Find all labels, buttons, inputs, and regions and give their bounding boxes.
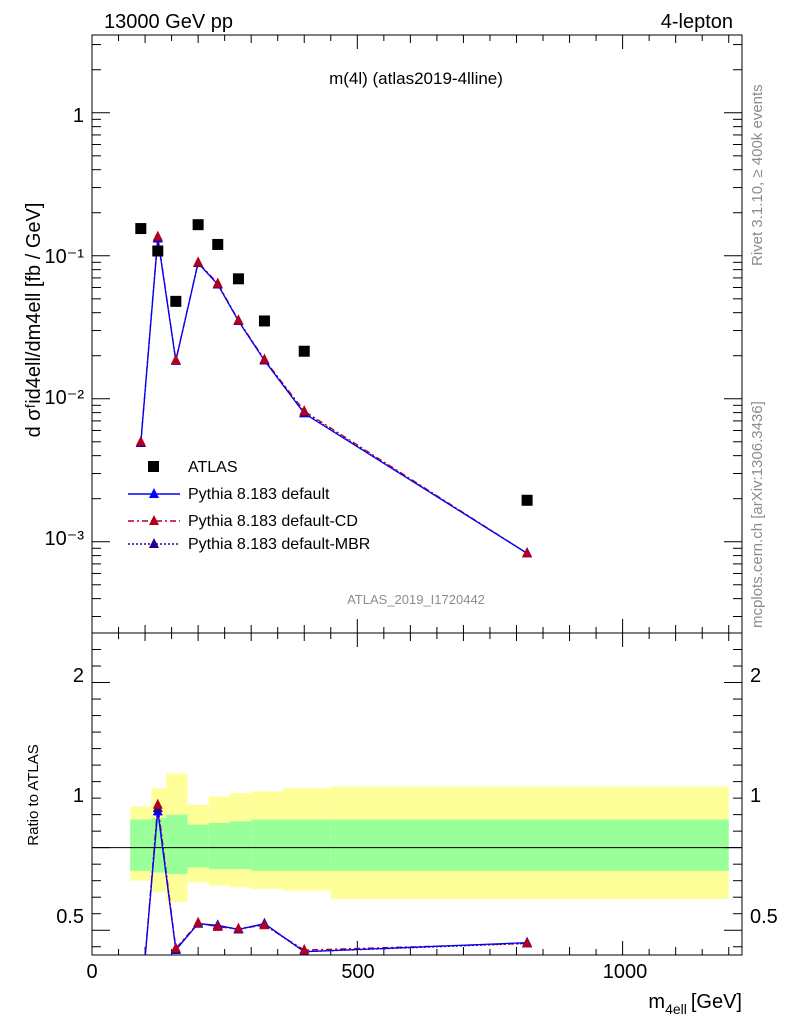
ratio-tick-label-1-right: 1: [750, 785, 761, 807]
y-tick-label-1e-3: 10⁻³: [45, 528, 85, 550]
header-channel: 4-lepton: [661, 11, 733, 33]
ratio-marker-cd-8: [522, 937, 533, 948]
atlas-point-5: [232, 273, 244, 285]
atlas-point-0: [135, 223, 147, 235]
ratio-tick-label-0.5-right: 0.5: [750, 906, 778, 928]
atlas-point-2: [170, 295, 182, 307]
header-energy: 13000 GeV pp: [104, 11, 233, 33]
main-marker-cd-0: [135, 435, 146, 446]
legend-cd-label: Pythia 8.183 default-CD: [188, 513, 358, 530]
ratio-plot-frame: [91, 632, 743, 956]
band-inner-5: [229, 821, 252, 870]
y-tick-labels-main: 10⁻³ 10⁻² 10⁻¹ 1: [45, 105, 85, 550]
atlas-data-points: [135, 219, 533, 506]
ratio-marker-cd-5: [233, 922, 244, 933]
mc-curves-main: [135, 230, 533, 558]
atlas-point-1: [152, 245, 164, 257]
legend-mbr-label: Pythia 8.183 default-MBR: [188, 536, 370, 553]
x-axis-label-sub: 4ell: [665, 1001, 687, 1017]
ratio-curves-clipped: [144, 798, 533, 955]
ratio-marker-cd-2: [170, 942, 181, 953]
atlas-point-4: [212, 238, 224, 250]
legend-default-marker: [149, 488, 159, 498]
mcplots-label: mcplots.cern.ch [arXiv:1306.3436]: [749, 401, 766, 628]
ratio-tick-label-2-right: 2: [750, 665, 761, 687]
legend-mbr-marker: [149, 538, 159, 548]
rivet-label: Rivet 3.1.10, ≥ 400k events: [749, 84, 766, 266]
x-axis-label-main: m: [648, 991, 665, 1013]
x-tick-labels: 0 500 1000: [86, 961, 647, 983]
atlas-point-6: [258, 315, 270, 327]
main-marker-cd-7: [299, 405, 310, 416]
x-tick-label-0: 0: [86, 961, 97, 983]
axis-ticks: [91, 35, 742, 955]
main-marker-cd-1: [152, 230, 163, 241]
ratio-marker-cd-6: [259, 919, 270, 930]
main-marker-cd-6: [259, 353, 270, 364]
x-tick-label-500: 500: [341, 961, 374, 983]
ratio-uncertainty-bands: [92, 773, 742, 903]
legend-cd-marker: [149, 515, 159, 525]
main-marker-cd-5: [233, 314, 244, 325]
ratio-marker-cd-3: [193, 916, 204, 927]
main-marker-cd-2: [170, 354, 181, 365]
main-marker-cd-3: [193, 256, 204, 267]
legend-atlas-label: ATLAS: [188, 459, 238, 476]
ratio-marker-cd-7: [299, 944, 310, 955]
legend-atlas-marker: [148, 461, 159, 472]
atlas-point-8: [521, 494, 533, 506]
ratio-tick-label-1-left: 1: [73, 785, 84, 807]
band-inner-8: [330, 819, 729, 871]
atlas-point-7: [298, 345, 310, 357]
band-inner-2: [166, 814, 188, 875]
y-tick-label-1: 1: [73, 105, 84, 127]
x-tick-label-1000: 1000: [603, 961, 648, 983]
y-axis-label-ratio: Ratio to ATLAS: [25, 744, 42, 845]
atlas-point-3: [192, 219, 204, 231]
legend: ATLAS Pythia 8.183 default Pythia 8.183 …: [128, 459, 370, 553]
y-tick-label-1e-2: 10⁻²: [45, 387, 85, 409]
band-inner-6: [251, 819, 284, 871]
main-line-mbr: [140, 237, 528, 554]
x-axis-label: m4ell [GeV]: [648, 991, 742, 1017]
main-line-cd: [140, 236, 528, 554]
band-inner-3: [187, 824, 209, 868]
ratio-marker-cd-1: [152, 798, 163, 809]
band-inner-7: [283, 819, 331, 871]
mc-curves-ratio: [144, 798, 533, 955]
ratio-tick-label-0.5-left: 0.5: [56, 906, 84, 928]
legend-default-label: Pythia 8.183 default: [188, 486, 330, 503]
y-tick-labels-ratio: 0.5 1 2 0.5 1 2: [56, 665, 778, 928]
plot-title: m(4l) (atlas2019-4lline): [329, 69, 503, 88]
y-axis-label-main: d σᶠid4ell/dm4ell [fb / GeV]: [23, 203, 45, 438]
main-marker-cd-4: [212, 277, 223, 288]
main-marker-cd-8: [522, 547, 533, 558]
y-tick-label-1e-1: 10⁻¹: [45, 246, 85, 268]
analysis-watermark: ATLAS_2019_I1720442: [347, 592, 485, 607]
ratio-marker-cd-4: [212, 920, 223, 931]
band-inner-0: [130, 819, 152, 871]
band-inner-4: [208, 822, 230, 870]
main-line-default: [140, 238, 528, 554]
x-axis-label-unit: [GeV]: [691, 991, 742, 1013]
ratio-tick-label-2-left: 2: [73, 665, 84, 687]
